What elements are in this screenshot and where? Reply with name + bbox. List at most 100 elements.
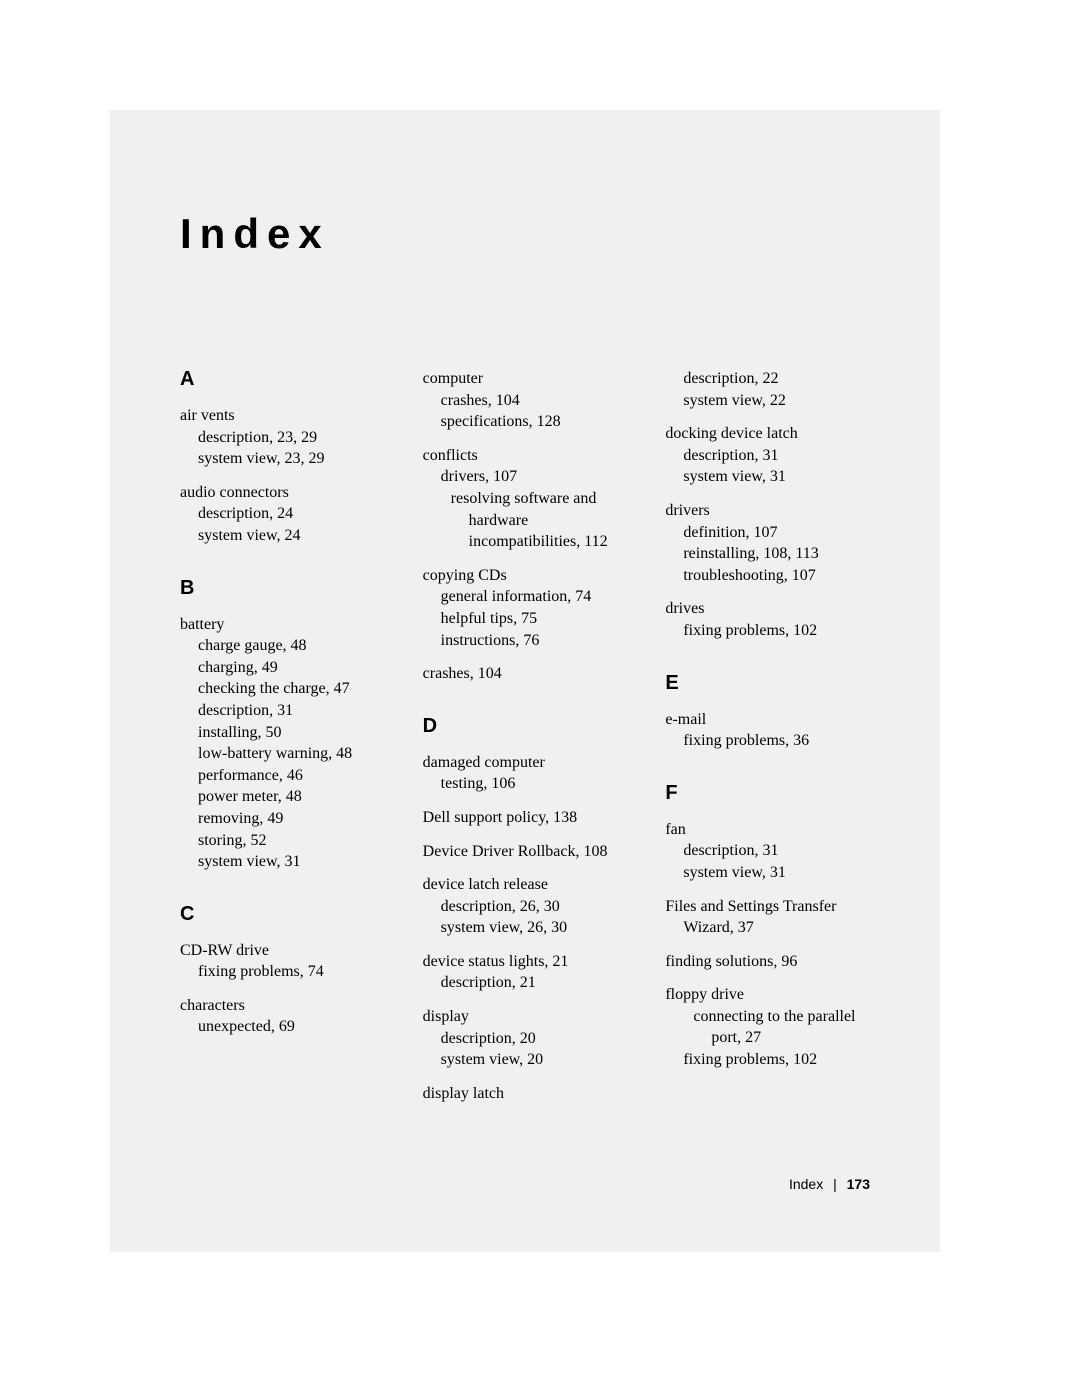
section-b: B battery charge gauge, 48 charging, 49 … xyxy=(180,577,385,873)
letter-heading-f: F xyxy=(665,782,870,805)
index-term: characters xyxy=(180,995,385,1017)
index-term: fan xyxy=(665,819,870,841)
entry-display-latch: display latch xyxy=(423,1083,628,1105)
index-sub: checking the charge, 47 xyxy=(180,678,385,700)
index-sub: system view, 23, 29 xyxy=(180,448,385,470)
index-sub: system view, 22 xyxy=(665,390,870,412)
index-sub: fixing problems, 36 xyxy=(665,730,870,752)
index-term: CD-RW drive xyxy=(180,940,385,962)
index-sub: reinstalling, 108, 113 xyxy=(665,543,870,565)
index-term: drivers xyxy=(665,500,870,522)
index-sub-wrapped: resolving software and hardware incompat… xyxy=(423,488,628,553)
entry-characters: characters unexpected, 69 xyxy=(180,995,385,1038)
section-e: E e-mail fixing problems, 36 xyxy=(665,672,870,752)
footer-separator: | xyxy=(833,1176,837,1192)
index-sub: storing, 52 xyxy=(180,830,385,852)
index-sub: removing, 49 xyxy=(180,808,385,830)
index-term: conflicts xyxy=(423,445,628,467)
index-sub: description, 21 xyxy=(423,972,628,994)
index-sub: instructions, 76 xyxy=(423,630,628,652)
entry-device-status-lights: device status lights, 21 description, 21 xyxy=(423,951,628,994)
index-sub: testing, 106 xyxy=(423,773,628,795)
index-term-wrapped: Files and Settings Transfer Wizard, 37 xyxy=(665,896,870,939)
letter-heading-c: C xyxy=(180,903,385,926)
column-3: description, 22 system view, 22 docking … xyxy=(665,368,870,1116)
index-sub: drivers, 107 xyxy=(423,466,628,488)
index-sub: low-battery warning, 48 xyxy=(180,743,385,765)
index-sub: system view, 24 xyxy=(180,525,385,547)
index-page: Index A air vents description, 23, 29 sy… xyxy=(110,110,940,1252)
section-c: C CD-RW drive fixing problems, 74 charac… xyxy=(180,903,385,1038)
index-term: audio connectors xyxy=(180,482,385,504)
entry-device-latch-release: device latch release description, 26, 30… xyxy=(423,874,628,939)
letter-heading-b: B xyxy=(180,577,385,600)
index-sub: system view, 31 xyxy=(665,862,870,884)
index-sub: system view, 26, 30 xyxy=(423,917,628,939)
index-sub: description, 22 xyxy=(665,368,870,390)
index-term: drives xyxy=(665,598,870,620)
index-term: copying CDs xyxy=(423,565,628,587)
entry-display-latch-cont: description, 22 system view, 22 xyxy=(665,368,870,411)
index-sub: description, 23, 29 xyxy=(180,427,385,449)
entry-damaged-computer: damaged computer testing, 106 xyxy=(423,752,628,795)
index-sub: unexpected, 69 xyxy=(180,1016,385,1038)
index-term: damaged computer xyxy=(423,752,628,774)
index-sub: description, 26, 30 xyxy=(423,896,628,918)
column-1: A air vents description, 23, 29 system v… xyxy=(180,368,385,1116)
entry-email: e-mail fixing problems, 36 xyxy=(665,709,870,752)
entry-device-driver-rollback: Device Driver Rollback, 108 xyxy=(423,841,628,863)
index-term: battery xyxy=(180,614,385,636)
letter-heading-a: A xyxy=(180,368,385,391)
entry-files-settings-wizard: Files and Settings Transfer Wizard, 37 xyxy=(665,896,870,939)
index-sub: installing, 50 xyxy=(180,722,385,744)
index-sub: troubleshooting, 107 xyxy=(665,565,870,587)
index-sub: performance, 46 xyxy=(180,765,385,787)
index-sub: specifications, 128 xyxy=(423,411,628,433)
index-columns: A air vents description, 23, 29 system v… xyxy=(180,368,870,1116)
entry-computer: computer crashes, 104 specifications, 12… xyxy=(423,368,628,433)
entry-air-vents: air vents description, 23, 29 system vie… xyxy=(180,405,385,470)
index-term: air vents xyxy=(180,405,385,427)
entry-audio-connectors: audio connectors description, 24 system … xyxy=(180,482,385,547)
index-sub: fixing problems, 102 xyxy=(665,1049,870,1071)
index-sub: system view, 31 xyxy=(180,851,385,873)
section-f: F fan description, 31 system view, 31 Fi… xyxy=(665,782,870,1071)
index-term: display xyxy=(423,1006,628,1028)
index-sub: general information, 74 xyxy=(423,586,628,608)
index-term: computer xyxy=(423,368,628,390)
entry-battery: battery charge gauge, 48 charging, 49 ch… xyxy=(180,614,385,873)
entry-finding-solutions: finding solutions, 96 xyxy=(665,951,870,973)
index-sub: crashes, 104 xyxy=(423,390,628,412)
letter-heading-e: E xyxy=(665,672,870,695)
entry-conflicts: conflicts drivers, 107 resolving softwar… xyxy=(423,445,628,553)
index-sub: description, 31 xyxy=(665,840,870,862)
entry-dell-support-policy: Dell support policy, 138 xyxy=(423,807,628,829)
index-term: floppy drive xyxy=(665,984,870,1006)
section-d-continued: description, 22 system view, 22 docking … xyxy=(665,368,870,642)
index-term: device status lights, 21 xyxy=(423,951,628,973)
index-term: device latch release xyxy=(423,874,628,896)
column-2: computer crashes, 104 specifications, 12… xyxy=(423,368,628,1116)
letter-heading-d: D xyxy=(423,715,628,738)
index-sub: helpful tips, 75 xyxy=(423,608,628,630)
index-term: docking device latch xyxy=(665,423,870,445)
index-sub-wrapped: connecting to the parallel port, 27 xyxy=(665,1006,870,1049)
index-sub: fixing problems, 74 xyxy=(180,961,385,983)
entry-display: display description, 20 system view, 20 xyxy=(423,1006,628,1071)
entry-cdrw-drive: CD-RW drive fixing problems, 74 xyxy=(180,940,385,983)
entry-crashes: crashes, 104 xyxy=(423,663,628,685)
index-sub: fixing problems, 102 xyxy=(665,620,870,642)
entry-copying-cds: copying CDs general information, 74 help… xyxy=(423,565,628,651)
index-sub: system view, 20 xyxy=(423,1049,628,1071)
index-sub: description, 24 xyxy=(180,503,385,525)
index-sub: charge gauge, 48 xyxy=(180,635,385,657)
section-a: A air vents description, 23, 29 system v… xyxy=(180,368,385,547)
page-title: Index xyxy=(180,210,870,258)
page-footer: Index | 173 xyxy=(180,1176,870,1192)
index-sub: description, 20 xyxy=(423,1028,628,1050)
footer-label: Index xyxy=(789,1176,823,1192)
index-sub: charging, 49 xyxy=(180,657,385,679)
index-sub: description, 31 xyxy=(665,445,870,467)
footer-page-number: 173 xyxy=(847,1176,870,1192)
entry-fan: fan description, 31 system view, 31 xyxy=(665,819,870,884)
